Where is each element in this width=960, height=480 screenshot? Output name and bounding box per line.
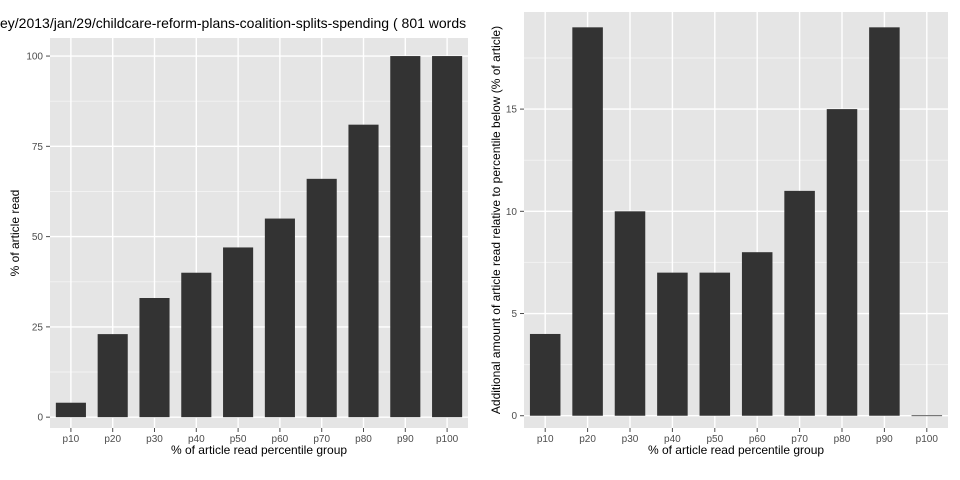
bar-p70	[306, 178, 337, 418]
x-tick-label: p20	[579, 434, 596, 445]
y-tick-label: 10	[506, 207, 518, 218]
bar-p70	[784, 190, 815, 416]
bar-p80	[348, 124, 379, 418]
bar-p50	[223, 247, 254, 418]
x-tick-label: p60	[749, 434, 766, 445]
y-tick-label: 100	[26, 52, 43, 63]
x-tick-label: p50	[230, 434, 247, 445]
bar-p40	[657, 272, 688, 416]
y-tick-label: 0	[511, 411, 517, 422]
x-tick-label: p10	[537, 434, 554, 445]
bar-p30	[139, 298, 170, 418]
x-tick-label: p40	[664, 434, 681, 445]
bar-p10	[55, 402, 86, 418]
x-tick-label: p90	[876, 434, 893, 445]
bar-p60	[264, 218, 295, 418]
y-tick-label: 0	[37, 413, 43, 424]
x-tick-label: p90	[397, 434, 414, 445]
bar-p90	[869, 27, 900, 416]
y-tick-label: 75	[32, 142, 44, 153]
bar-p20	[97, 334, 128, 418]
y-tick-label: 15	[506, 105, 518, 116]
x-tick-label: p30	[622, 434, 639, 445]
x-tick-label: p100	[916, 434, 939, 445]
y-axis-title: % of article read	[8, 190, 22, 277]
bar-p30	[614, 211, 646, 416]
x-tick-label: p100	[436, 434, 459, 445]
x-axis-title: % of article read percentile group	[648, 443, 824, 457]
bar-p100	[911, 415, 943, 417]
chart-panel-2: 0 5 10 15 p10 p20 p30 p40 p50 p60 p70 p80 p90 p100 % o…	[489, 12, 948, 457]
chart-panel-1: 0 25 50 75 100 p10 p20 p30 p40 p50 p60 p70 p80 p90 p10…	[0, 15, 468, 457]
x-axis-title: % of article read percentile group	[171, 443, 347, 457]
bar-p40	[181, 272, 212, 418]
x-tick-label: p60	[272, 434, 289, 445]
x-tick-label: p50	[706, 434, 723, 445]
y-tick-label: 50	[32, 232, 44, 243]
bar-p80	[826, 109, 858, 416]
bar-p100	[432, 56, 463, 418]
x-tick-label: p70	[313, 434, 330, 445]
x-tick-label: p30	[146, 434, 163, 445]
y-tick-label: 25	[32, 322, 44, 333]
bar-p90	[390, 56, 421, 418]
chart-title: ey/2013/jan/29/childcare-reform-plans-co…	[0, 15, 466, 31]
x-tick-label: p70	[791, 434, 808, 445]
bar-p50	[699, 272, 731, 416]
bar-p20	[572, 27, 603, 416]
y-axis-title: Additional amount of article read relati…	[489, 26, 503, 414]
x-tick-label: p40	[188, 434, 205, 445]
y-tick-label: 5	[511, 309, 517, 320]
x-tick-label: p80	[355, 434, 372, 445]
bar-p60	[741, 252, 773, 416]
bar-p10	[529, 333, 561, 416]
x-tick-label: p10	[63, 434, 80, 445]
x-tick-label: p80	[834, 434, 851, 445]
x-tick-label: p20	[104, 434, 121, 445]
